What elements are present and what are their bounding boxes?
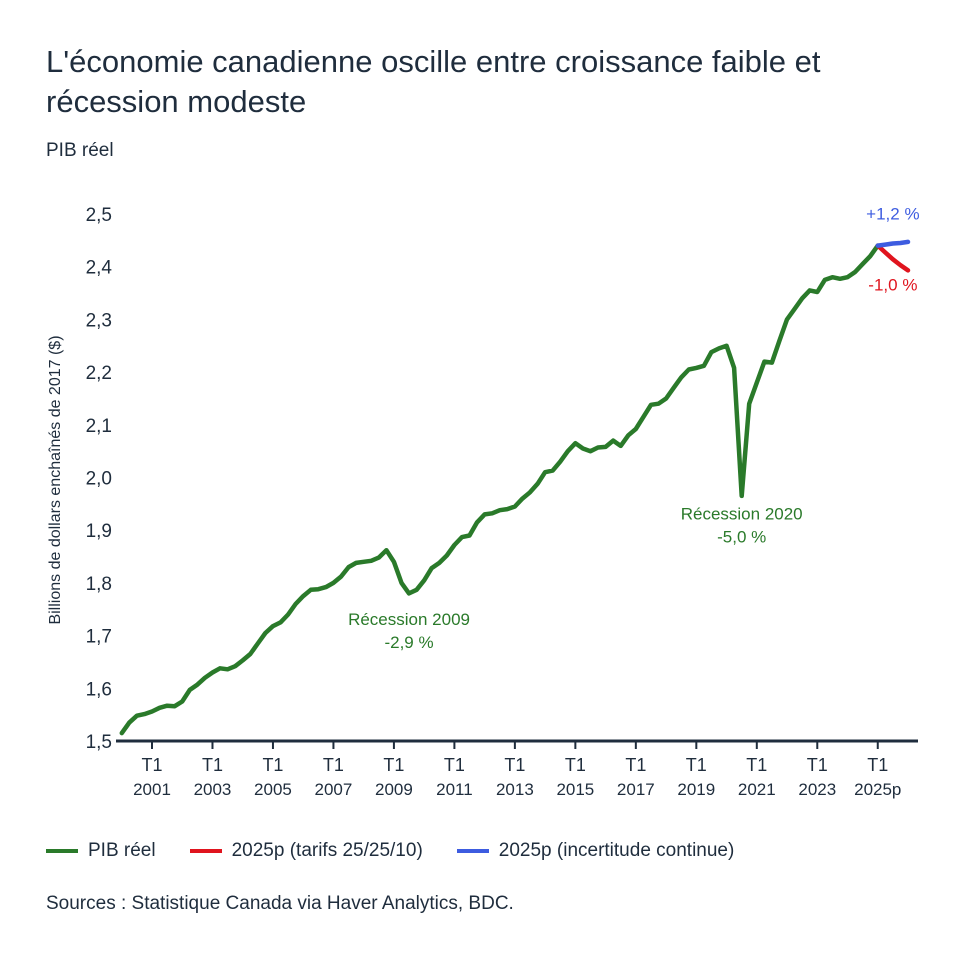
x-tick-year: 2009 [375,780,413,799]
annotation-label: -2,9 % [384,633,433,652]
x-tick-quarter: T1 [625,755,646,775]
y-tick-label: 1,6 [86,679,112,700]
x-tick-quarter: T1 [323,755,344,775]
x-tick-quarter: T1 [444,755,465,775]
legend: PIB réel 2025p (tarifs 25/25/10) 2025p (… [46,840,734,862]
y-tick-label: 2,2 [86,363,112,384]
x-tick-quarter: T1 [867,755,888,775]
chart-subtitle: PIB réel [46,140,114,161]
annotation-label: Récession 2020 [681,505,803,524]
legend-label: 2025p (tarifs 25/25/10) [231,840,423,861]
y-tick-label: 2,3 [86,310,112,331]
legend-label: 2025p (incertitude continue) [498,840,735,861]
legend-item-incertitude: 2025p (incertitude continue) [456,840,735,862]
y-tick-label: 2,5 [86,205,112,226]
x-tick-quarter: T1 [141,755,162,775]
chart-title: L'économie canadienne oscille entre croi… [46,44,821,119]
x-tick-year: 2021 [738,780,776,799]
series-line-2 [875,239,911,248]
y-tick-label: 1,9 [86,521,112,542]
x-tick-year: 2025p [854,780,901,799]
y-tick-label: 1,8 [86,574,112,595]
annotation-label: -1,0 % [868,275,917,294]
x-tick-quarter: T1 [746,755,767,775]
legend-label: PIB réel [88,840,156,861]
x-tick-year: 2011 [436,780,473,799]
x-tick-year: 2013 [496,780,534,799]
x-tick-year: 2017 [617,780,655,799]
legend-swatch [189,849,222,853]
series-line-1 [875,243,911,273]
x-tick-year: 2005 [254,780,292,799]
x-tick-quarter: T1 [807,755,828,775]
x-tick-year: 2019 [677,780,715,799]
annotation-label: -5,0 % [717,528,766,547]
source-note: Sources : Statistique Canada via Haver A… [46,893,514,914]
x-tick-quarter: T1 [565,755,586,775]
legend-item-pib: PIB réel [46,840,156,862]
y-tick-label: 1,7 [86,627,112,648]
x-tick-year: 2001 [133,780,171,799]
y-tick-label: 1,5 [86,732,112,753]
y-tick-label: 2,4 [86,258,113,279]
legend-swatch [456,849,489,853]
x-tick-quarter: T1 [262,755,283,775]
legend-item-tarifs: 2025p (tarifs 25/25/10) [189,840,423,862]
annotation-label: +1,2 % [866,204,919,223]
y-tick-label: 2,0 [86,469,112,490]
x-tick-quarter: T1 [383,755,404,775]
x-tick-year: 2007 [315,780,353,799]
x-tick-year: 2023 [798,780,836,799]
annotation-label: Récession 2009 [348,610,470,629]
x-tick-year: 2015 [556,780,594,799]
x-tick-year: 2003 [194,780,232,799]
x-tick-quarter: T1 [202,755,223,775]
series-line-0 [119,243,881,736]
legend-swatch [46,849,78,853]
y-tick-label: 2,1 [86,416,112,437]
x-tick-quarter: T1 [504,755,525,775]
x-tick-quarter: T1 [686,755,707,775]
